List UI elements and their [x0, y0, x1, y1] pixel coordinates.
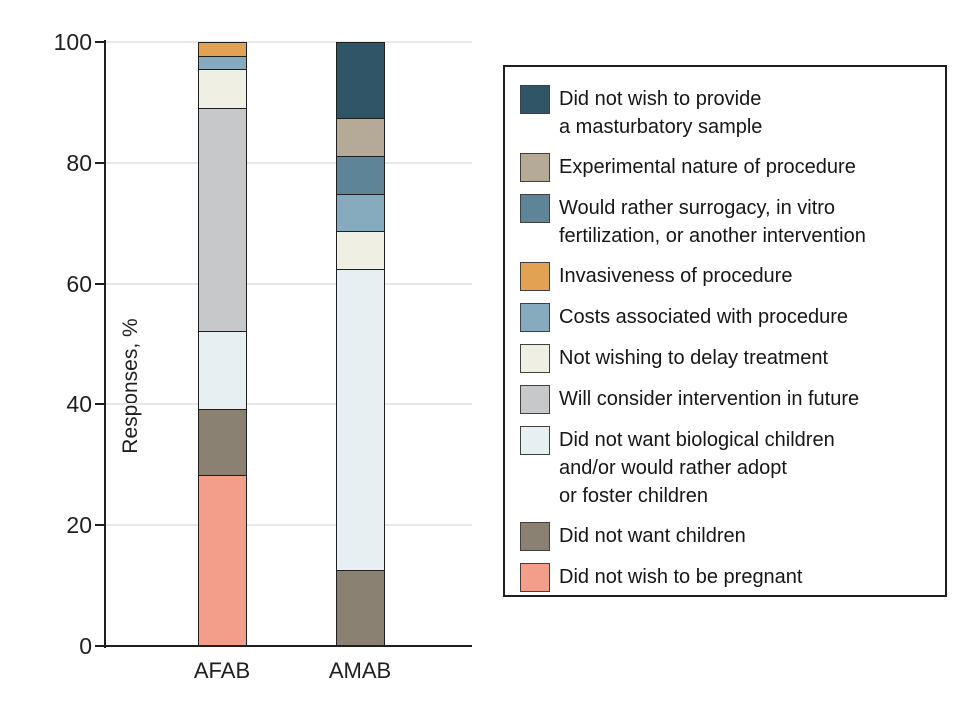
y-tick-60 [95, 282, 104, 285]
legend-item: Not wishing to delay treatment [520, 344, 933, 373]
legend-item: Will consider intervention in future [520, 385, 933, 414]
gridline-40 [106, 403, 472, 406]
y-tick-20 [95, 524, 104, 527]
legend-swatch [520, 85, 550, 114]
legend-item: Invasiveness of procedure [520, 262, 933, 291]
y-tick-label-100: 100 [53, 29, 92, 55]
y-tick-label-0: 0 [79, 633, 92, 659]
x-category-label-amab: AMAB [328, 658, 392, 683]
plot-area: Responses, % 0 20 40 60 80 100 [54, 29, 472, 659]
legend-swatch [520, 153, 550, 182]
legend-label: Invasiveness of procedure [559, 265, 793, 287]
legend-swatch [520, 522, 550, 551]
legend-label: Did not wish to be pregnant [559, 566, 803, 588]
bar-segment [198, 43, 246, 57]
bar-segment [198, 474, 246, 645]
gridline-20 [106, 524, 472, 527]
x-category-label-afab: AFAB [193, 658, 251, 683]
gridline-80 [106, 161, 472, 164]
y-tick-label-40: 40 [66, 391, 92, 418]
y-tick-label-60: 60 [66, 270, 92, 297]
legend-swatch [520, 194, 550, 223]
bar-segment [336, 268, 384, 570]
legend-label: Would rather surrogacy, in vitro fertili… [559, 197, 866, 247]
bar-segment [336, 231, 384, 269]
legend-swatch [520, 385, 550, 414]
legend-swatch [520, 563, 550, 592]
legend-label: Will consider intervention in future [559, 388, 860, 410]
legend-item: Did not want biological children and/or … [520, 426, 933, 510]
legend-item: Did not wish to be pregnant [520, 563, 933, 592]
y-tick-80 [95, 161, 104, 164]
legend-swatch [520, 262, 550, 291]
legend-item: Would rather surrogacy, in vitro fertili… [520, 194, 933, 250]
legend-swatch [520, 426, 550, 455]
bar-segment [198, 108, 246, 331]
x-axis-line [104, 645, 472, 647]
bar-segment [336, 43, 384, 119]
legend-label: Not wishing to delay treatment [559, 347, 829, 369]
bar-segment [198, 330, 246, 410]
legend-label: Did not want children [559, 525, 746, 547]
legend-item: Did not want children [520, 522, 933, 551]
bar-segment [198, 409, 246, 475]
legend-item: Did not wish to provide a masturbatory s… [520, 85, 933, 141]
bar-segment [336, 193, 384, 232]
bar-amab [335, 42, 385, 646]
bar-segment [336, 118, 384, 156]
y-tick-100 [95, 41, 104, 43]
bar-segment [336, 155, 384, 194]
gridline-100 [106, 41, 472, 43]
y-tick-40 [95, 403, 104, 406]
legend-label: Did not want biological children and/or … [559, 429, 835, 507]
bar-segment [336, 569, 384, 645]
bar-segment [198, 69, 246, 109]
y-tick-label-20: 20 [66, 512, 92, 539]
gridline-60 [106, 282, 472, 285]
legend: Did not wish to provide a masturbatory s… [503, 65, 947, 597]
legend-swatch [520, 344, 550, 373]
bar-afab [197, 42, 247, 646]
legend-label: Experimental nature of procedure [559, 156, 856, 178]
legend-label: Did not wish to provide a masturbatory s… [559, 88, 763, 138]
legend-item: Experimental nature of procedure [520, 153, 933, 182]
y-tick-label-80: 80 [66, 149, 92, 176]
y-tick-0 [95, 645, 104, 647]
legend-item: Costs associated with procedure [520, 303, 933, 332]
legend-label: Costs associated with procedure [559, 306, 849, 328]
y-axis-title: Responses, % [119, 318, 142, 454]
y-axis-line [104, 40, 106, 648]
legend-swatch [520, 303, 550, 332]
bar-segment [198, 56, 246, 70]
